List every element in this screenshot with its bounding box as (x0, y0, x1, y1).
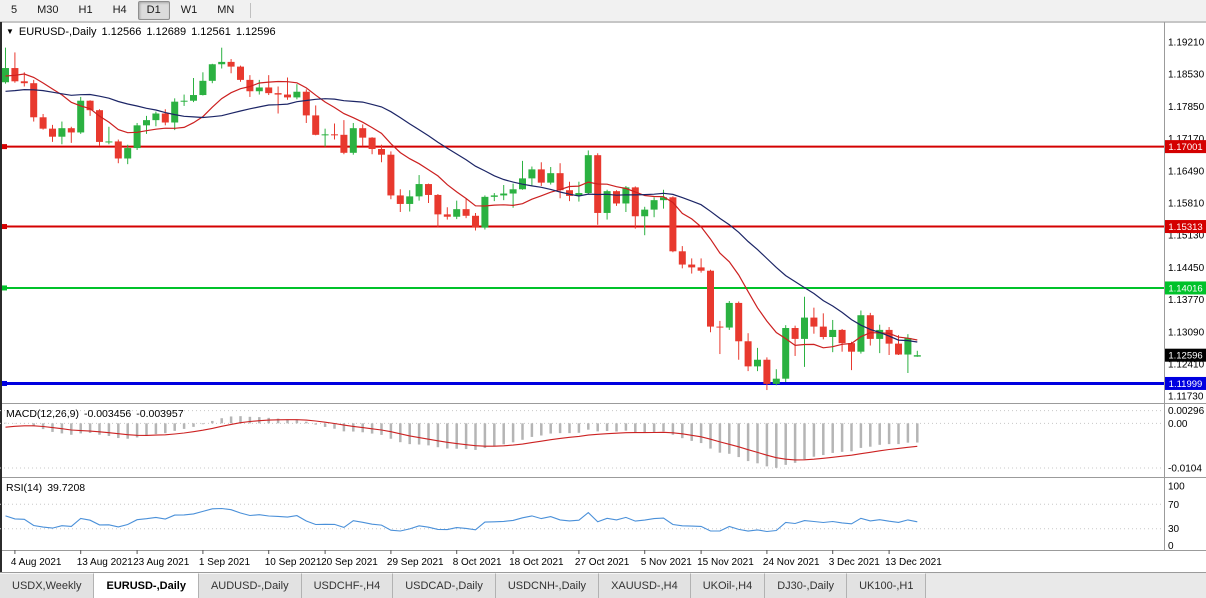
svg-text:70: 70 (1168, 500, 1180, 511)
macd-value-main: -0.003456 (83, 408, 132, 420)
svg-text:1.17170: 1.17170 (1168, 134, 1205, 145)
horizontal-level-lines[interactable] (2, 144, 1164, 386)
svg-text:13 Aug 2021: 13 Aug 2021 (77, 557, 134, 568)
chart-tab-usdchf-h4[interactable]: USDCHF-,H4 (301, 573, 394, 598)
panel-dividers (0, 22, 1206, 572)
level-badge-1.14016 (1165, 281, 1206, 295)
rsi-label: RSI(14) 39.7208 (6, 482, 85, 494)
chart-title: ▼ EURUSD-,Daily 1.12566 1.12689 1.12561 … (6, 26, 276, 38)
svg-text:15 Nov 2021: 15 Nov 2021 (697, 557, 754, 568)
candlestick-series (2, 47, 921, 391)
bid-price-badge (1165, 348, 1206, 362)
price-open: 1.12566 (101, 26, 142, 38)
level-badge-1.11999 (1165, 376, 1206, 390)
chart-tab-eurusd-daily[interactable]: EURUSD-,Daily (94, 573, 199, 598)
price-high: 1.12689 (146, 26, 187, 38)
svg-text:10 Sep 2021: 10 Sep 2021 (265, 557, 322, 568)
rsi-title: RSI(14) (6, 482, 43, 494)
date-axis[interactable]: 4 Aug 2021 13 Aug 2021 23 Aug 2021 1 Sep 20… (11, 550, 942, 568)
chart-tab-ukoil-h4[interactable]: UKOil-,H4 (690, 573, 766, 598)
svg-text:1 Sep 2021: 1 Sep 2021 (199, 557, 251, 568)
timeframe-toolbar: 5 M30 H1 H4 D1 W1 MN (0, 0, 1206, 22)
svg-text:3 Dec 2021: 3 Dec 2021 (829, 557, 881, 568)
timeframe-button-m30[interactable]: M30 (37, 4, 59, 16)
rsi-value: 39.7208 (47, 482, 86, 494)
level-badge-1.17001 (1165, 140, 1206, 154)
collapse-icon[interactable]: ▼ (6, 27, 14, 36)
chart-tab-audusd-daily[interactable]: AUDUSD-,Daily (198, 573, 302, 598)
price-low: 1.12561 (191, 26, 231, 38)
ma-fast-line (5, 73, 918, 349)
chart-tabs: USDX,Weekly EURUSD-,Daily AUDUSD-,Daily USD… (0, 572, 1206, 598)
svg-text:1.13770: 1.13770 (1168, 295, 1205, 306)
chart-window: 1.19210 1.18530 1.17850 1.17170 1.16490 1.158… (0, 22, 1206, 572)
svg-text:8 Oct 2021: 8 Oct 2021 (453, 557, 502, 568)
svg-text:1.11730: 1.11730 (1168, 392, 1204, 403)
svg-text:23 Aug 2021: 23 Aug 2021 (133, 557, 190, 568)
svg-text:20 Sep 2021: 20 Sep 2021 (321, 557, 378, 568)
svg-text:1.15810: 1.15810 (1168, 199, 1205, 210)
svg-text:30: 30 (1168, 524, 1180, 535)
timeframe-button-w1[interactable]: W1 (180, 4, 198, 16)
chart-tab-xauusd-h4[interactable]: XAUUSD-,H4 (599, 573, 691, 598)
svg-text:27 Oct 2021: 27 Oct 2021 (575, 557, 630, 568)
macd-signal-line (5, 419, 918, 461)
level-badge-1.15313 (1165, 220, 1206, 234)
svg-text:1.18530: 1.18530 (1168, 70, 1205, 81)
timeframe-button-h1[interactable]: H1 (78, 4, 93, 16)
price-badges: 1.17001 1.15313 1.14016 1.11999 1.12596 (1165, 140, 1206, 390)
chart-tab-usdcad-daily[interactable]: USDCAD-,Daily (393, 573, 496, 598)
svg-text:1.12410: 1.12410 (1168, 360, 1205, 371)
svg-text:-0.0104: -0.0104 (1168, 463, 1202, 474)
chart-tab-usdx-weekly[interactable]: USDX,Weekly (0, 573, 95, 598)
svg-text:4 Aug 2021: 4 Aug 2021 (11, 557, 62, 568)
svg-text:1.17850: 1.17850 (1168, 102, 1205, 113)
chart-tab-dj30-daily[interactable]: DJ30-,Daily (765, 573, 848, 598)
ma-slow-line (5, 88, 918, 343)
macd-label: MACD(12,26,9) -0.003456 -0.003957 (6, 408, 184, 420)
price-axis[interactable]: 1.19210 1.18530 1.17850 1.17170 1.16490 1.158… (1168, 38, 1205, 403)
svg-text:1.15130: 1.15130 (1168, 231, 1205, 242)
svg-text:0.00: 0.00 (1168, 419, 1188, 430)
svg-text:29 Sep 2021: 29 Sep 2021 (387, 557, 444, 568)
svg-text:1.14450: 1.14450 (1168, 263, 1205, 274)
svg-text:1.14016: 1.14016 (1168, 283, 1202, 294)
rsi-panel: 100 70 30 0 (0, 482, 1185, 552)
svg-text:0.00296: 0.00296 (1168, 406, 1205, 417)
toolbar-separator (250, 3, 252, 18)
timeframe-button-5[interactable]: 5 (11, 4, 18, 16)
svg-text:1.13090: 1.13090 (1168, 327, 1205, 338)
svg-text:1.15313: 1.15313 (1168, 222, 1202, 233)
svg-text:1.17001: 1.17001 (1168, 142, 1202, 153)
svg-text:0: 0 (1168, 541, 1174, 552)
timeframe-button-mn[interactable]: MN (217, 4, 235, 16)
macd-title: MACD(12,26,9) (6, 408, 79, 420)
svg-text:100: 100 (1168, 482, 1185, 493)
chart-symbol: EURUSD-,Daily (18, 26, 97, 38)
chart-tab-uk100-h1[interactable]: UK100-,H1 (847, 573, 927, 598)
macd-value-signal: -0.003957 (136, 408, 184, 420)
chart-canvas[interactable]: 1.19210 1.18530 1.17850 1.17170 1.16490 1.158… (0, 22, 1206, 572)
timeframe-button-d1[interactable]: D1 (137, 1, 170, 20)
rsi-line (5, 507, 918, 533)
chart-tab-usdcnh-daily[interactable]: USDCNH-,Daily (495, 573, 600, 598)
svg-text:1.11999: 1.11999 (1169, 379, 1203, 390)
svg-text:1.12596: 1.12596 (1168, 351, 1202, 362)
svg-text:1.19210: 1.19210 (1168, 38, 1205, 49)
timeframe-button-h4[interactable]: H4 (112, 4, 127, 16)
svg-text:1.16490: 1.16490 (1168, 166, 1205, 177)
svg-text:18 Oct 2021: 18 Oct 2021 (509, 557, 564, 568)
svg-text:13 Dec 2021: 13 Dec 2021 (885, 557, 942, 568)
svg-text:5 Nov 2021: 5 Nov 2021 (641, 557, 693, 568)
macd-panel: 0.00296 0.00 -0.0104 (0, 406, 1205, 474)
svg-text:24 Nov 2021: 24 Nov 2021 (763, 557, 820, 568)
price-close: 1.12596 (235, 26, 276, 38)
